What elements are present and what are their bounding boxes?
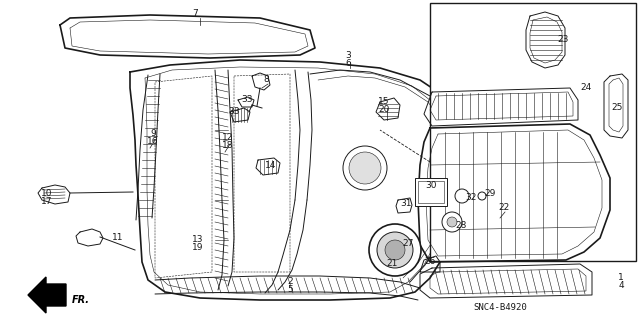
Text: 6: 6: [345, 60, 351, 69]
Bar: [430, 3, 636, 261]
Text: 22: 22: [499, 204, 509, 212]
Text: 1: 1: [618, 273, 624, 283]
Text: 9: 9: [150, 130, 156, 138]
Circle shape: [369, 224, 421, 276]
Text: 16: 16: [147, 137, 159, 146]
Text: 10: 10: [41, 189, 52, 198]
Text: 29: 29: [484, 189, 496, 198]
Text: 20: 20: [378, 106, 390, 115]
Text: 3: 3: [345, 51, 351, 61]
Text: 11: 11: [112, 233, 124, 241]
Circle shape: [442, 212, 462, 232]
Text: 33: 33: [228, 108, 240, 116]
Text: FR.: FR.: [72, 295, 90, 305]
Text: 27: 27: [403, 239, 413, 248]
Text: 21: 21: [387, 258, 397, 268]
Circle shape: [455, 189, 469, 203]
Circle shape: [447, 217, 457, 227]
Text: 19: 19: [192, 243, 204, 253]
Circle shape: [349, 152, 381, 184]
Circle shape: [385, 240, 405, 260]
Text: 33: 33: [241, 95, 253, 105]
Text: 12: 12: [222, 133, 234, 143]
Text: 7: 7: [192, 10, 198, 19]
Bar: [415, 178, 447, 206]
Circle shape: [478, 192, 486, 200]
Text: 32: 32: [465, 192, 477, 202]
Text: 24: 24: [580, 84, 591, 93]
Text: 25: 25: [611, 103, 623, 113]
Circle shape: [377, 232, 413, 268]
Text: 15: 15: [378, 98, 390, 107]
Text: 5: 5: [287, 286, 293, 294]
Text: 28: 28: [455, 220, 467, 229]
Text: 2: 2: [287, 278, 293, 286]
Polygon shape: [28, 277, 66, 313]
Text: 14: 14: [266, 161, 276, 170]
Text: 30: 30: [425, 181, 436, 189]
Text: 18: 18: [222, 142, 234, 151]
Text: 17: 17: [41, 197, 52, 206]
Text: SNC4-B4920: SNC4-B4920: [473, 303, 527, 312]
Bar: [418, 181, 444, 203]
Circle shape: [343, 146, 387, 190]
Text: 4: 4: [618, 281, 624, 291]
Text: 23: 23: [557, 35, 569, 44]
Text: 31: 31: [400, 199, 412, 209]
Text: 13: 13: [192, 235, 204, 244]
Text: 26: 26: [424, 257, 436, 266]
Text: 8: 8: [263, 76, 269, 85]
